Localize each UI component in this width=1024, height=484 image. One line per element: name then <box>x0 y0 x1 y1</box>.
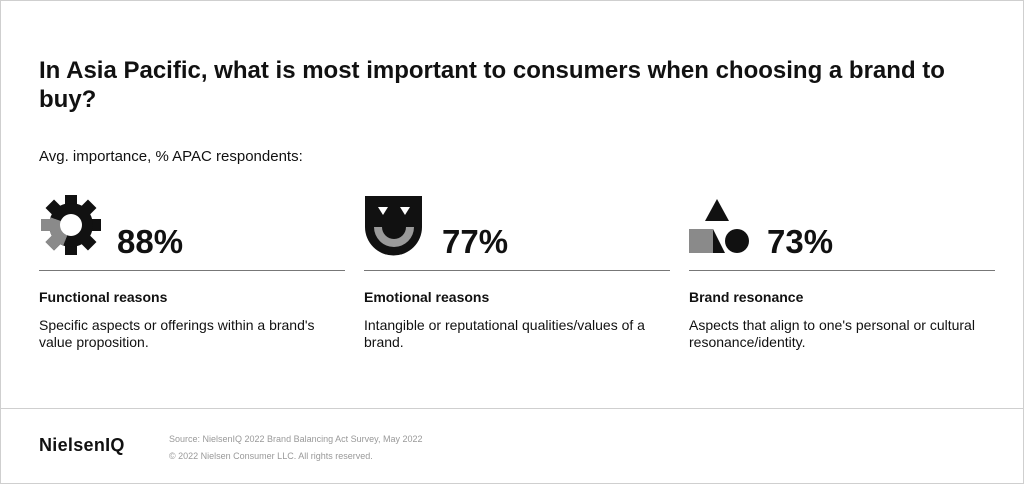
footer-separator <box>1 408 1023 409</box>
description: Intangible or reputational qualities/val… <box>364 317 645 350</box>
logo: NielsenIQ <box>39 435 125 455</box>
heading: Emotional reasons <box>364 289 490 305</box>
percent: 88% <box>117 223 184 260</box>
gear-icon <box>41 195 101 255</box>
divider <box>689 270 995 271</box>
item: 77% Emotional reasons Intangible or repu… <box>364 193 670 363</box>
subtitle: Avg. importance, % APAC respondents: <box>39 148 303 165</box>
title: In Asia Pacific, what is most important … <box>39 57 945 113</box>
copyright: © 2022 Nielsen Consumer LLC. All rights … <box>169 451 373 461</box>
divider <box>364 270 670 271</box>
source: Source: NielsenIQ 2022 Brand Balancing A… <box>169 434 423 444</box>
percent: 77% <box>442 223 509 260</box>
heading: Functional reasons <box>39 289 168 305</box>
divider <box>39 270 345 271</box>
description: Specific aspects or offerings within a b… <box>39 317 315 350</box>
item: 88% Functional reasons Specific aspects … <box>39 193 345 363</box>
heading: Brand resonance <box>689 289 804 305</box>
description: Aspects that align to one's personal or … <box>689 317 975 350</box>
item: 73% Brand resonance Aspects that align t… <box>689 193 995 363</box>
face-icon <box>365 196 422 256</box>
shapes-icon <box>689 199 749 253</box>
percent: 73% <box>767 223 834 260</box>
